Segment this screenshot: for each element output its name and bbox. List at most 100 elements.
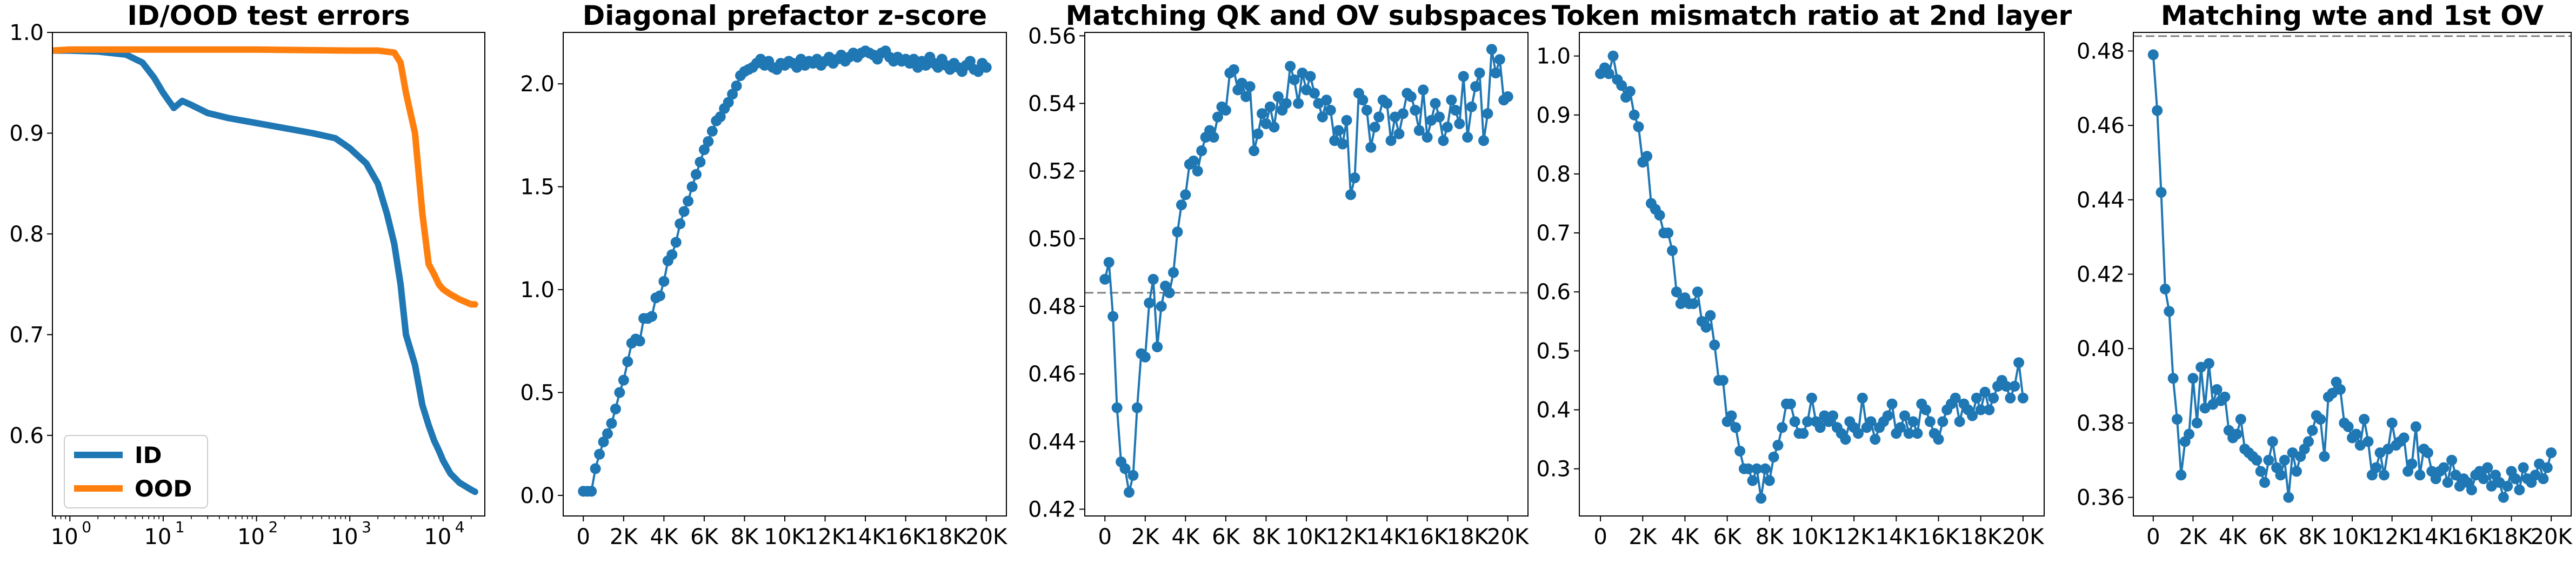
x-tick-label: 6K [1713, 525, 1742, 549]
data-point [1099, 273, 1111, 285]
data-point [666, 249, 678, 260]
x-tick-exponent: 0 [82, 518, 91, 536]
y-tick-label: 0.42 [2077, 263, 2125, 287]
data-point [1349, 172, 1360, 184]
data-point [2359, 414, 2370, 425]
data-point [2442, 477, 2453, 488]
x-tick-label: 10 [237, 525, 265, 549]
data-point [1633, 121, 1644, 132]
y-tick-label: 0.7 [9, 323, 44, 347]
x-tick-exponent: 2 [269, 518, 278, 536]
data-point [1293, 98, 1304, 109]
data-point [1450, 104, 1461, 116]
data-point [1907, 416, 1919, 427]
data-point [1629, 109, 1640, 120]
data-point [1418, 84, 1429, 96]
data-point [2152, 105, 2163, 116]
data-point [723, 97, 734, 108]
y-tick-label: 0.44 [1028, 430, 1076, 454]
data-point [1305, 71, 1316, 82]
data-point [2502, 480, 2513, 492]
data-point [1285, 61, 1296, 72]
data-point [1124, 487, 1134, 498]
data-point [1814, 422, 1826, 433]
x-tick-label: 8K [731, 525, 759, 549]
data-point [715, 111, 726, 123]
y-tick-label: 0.8 [9, 222, 44, 247]
data-point [2251, 454, 2263, 466]
data-point [1756, 493, 1767, 504]
y-tick-label: 0.0 [520, 484, 555, 508]
x-tick-label: 10K [2331, 525, 2374, 549]
data-point [1470, 81, 1481, 92]
data-point [2259, 477, 2270, 488]
x-tick-label: 18K [1447, 525, 1490, 549]
data-point [1188, 155, 1199, 166]
x-tick-label: 10K [1285, 525, 1328, 549]
data-point [1692, 286, 1703, 298]
data-point [2371, 462, 2382, 473]
data-point [1979, 386, 1991, 398]
data-point [2000, 380, 2012, 392]
data-point [2005, 392, 2016, 404]
data-point [1413, 125, 1425, 136]
data-point [2291, 466, 2302, 477]
data-point [1466, 101, 1477, 112]
y-tick-label: 1.5 [520, 175, 555, 200]
data-point [1920, 404, 1932, 415]
y-tick-label: 0.46 [2077, 113, 2125, 138]
data-point [2255, 466, 2266, 477]
x-tick-label: 14K [1876, 525, 1918, 549]
data-point [1730, 422, 1741, 433]
y-tick-label: 0.4 [1536, 398, 1571, 423]
data-point [654, 290, 665, 301]
data-point [2283, 492, 2294, 503]
legend-label-id: ID [135, 442, 162, 468]
data-point [2191, 417, 2203, 428]
x-tick-label: 2K [1629, 525, 1657, 549]
data-point [1924, 416, 1936, 427]
chart-title: Matching wte and 1st OV [2161, 0, 2544, 31]
data-point [1345, 189, 1356, 200]
x-tick-label: 10K [764, 525, 806, 549]
data-point [1726, 410, 1737, 421]
data-point [2363, 436, 2374, 447]
data-point [1743, 463, 1754, 474]
y-tick-label: 0.5 [520, 380, 555, 405]
x-tick-label: 4K [1671, 525, 1700, 549]
x-tick-label: 0 [2146, 525, 2160, 549]
series-line [1104, 49, 1509, 493]
data-point [1502, 91, 1513, 102]
data-point [1309, 88, 1320, 99]
chart-title: Token mismatch ratio at 2nd layer [1552, 0, 2072, 31]
x-tick-label: 14K [1366, 525, 1409, 549]
data-point [2164, 306, 2175, 317]
data-point [2478, 473, 2489, 485]
x-tick-label: 10 [144, 525, 171, 549]
data-point [1333, 125, 1344, 136]
data-point [2172, 414, 2183, 425]
x-tick-label: 16K [2451, 525, 2493, 549]
data-point [1264, 101, 1276, 112]
y-tick-label: 1.0 [1536, 44, 1571, 69]
data-point [2187, 373, 2199, 384]
data-point [1369, 122, 1380, 133]
x-tick-label: 10 [424, 525, 451, 549]
data-point [1975, 404, 1986, 415]
x-tick-label: 2K [1131, 525, 1160, 549]
data-point [1899, 410, 1910, 421]
data-point [1870, 434, 1881, 445]
data-point [2378, 470, 2390, 481]
data-point [2406, 458, 2418, 470]
data-point [2343, 421, 2354, 432]
data-point [2211, 384, 2223, 395]
data-point [1671, 286, 1682, 298]
data-point [2498, 492, 2509, 503]
x-tick-label: 10 [331, 525, 358, 549]
x-tick-label: 0 [1098, 525, 1112, 549]
data-point [2510, 473, 2521, 485]
data-point [1410, 104, 1421, 116]
data-point [2184, 428, 2195, 440]
x-tick-label: 12K [804, 525, 847, 549]
